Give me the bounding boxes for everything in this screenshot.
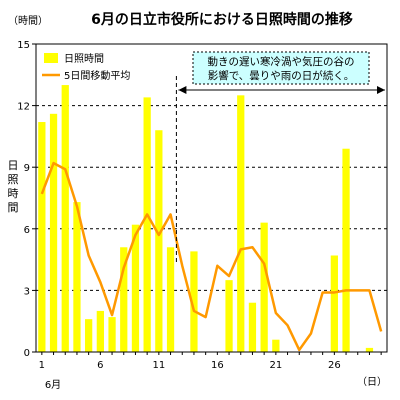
x-tick-label: 16	[211, 360, 224, 371]
bar	[330, 255, 338, 352]
x-ticks: 1 6 11 16 21 26	[39, 352, 382, 371]
y-tick-label: 9	[24, 163, 30, 174]
legend-label: 日照時間	[64, 53, 104, 65]
annotation-box	[192, 51, 370, 85]
bar	[342, 148, 350, 352]
bar	[85, 319, 93, 352]
moving-average-line	[40, 161, 383, 352]
legend: 日照時間 5日間移動平均	[42, 53, 130, 82]
bar	[365, 347, 374, 352]
x-month-label: 6月	[45, 379, 61, 391]
bar	[225, 280, 233, 352]
x-tick-label: 21	[269, 360, 282, 371]
legend-swatch-bar	[44, 53, 58, 63]
y-tick-label: 0	[24, 348, 30, 359]
y-tick-label: 15	[17, 40, 30, 51]
x-tick-label: 11	[152, 360, 165, 371]
bar	[190, 251, 198, 352]
x-unit-label: （日）	[357, 376, 387, 388]
y-ticks: 0 3 6 9 12 15	[17, 40, 36, 359]
annotation-text: 動きの遅い寒冷渦や気圧の谷の	[208, 55, 355, 68]
axes	[35, 43, 388, 353]
bar	[38, 122, 46, 352]
bar	[237, 95, 245, 352]
legend-label: 5日間移動平均	[64, 69, 130, 82]
y-tick-label: 3	[24, 286, 30, 297]
chart-title: 6月の日立市役所における日照時間の推移	[91, 11, 353, 28]
bar	[272, 339, 280, 352]
bar	[73, 202, 81, 352]
plot-frame	[35, 43, 388, 353]
bar	[108, 317, 116, 352]
bar-series	[38, 85, 374, 353]
y-tick-label: 12	[17, 102, 30, 113]
bar	[166, 247, 175, 352]
bar	[120, 247, 128, 352]
bar	[96, 310, 104, 352]
annotation-text: 影響で、曇りや雨の日が続く。	[208, 69, 355, 82]
y-unit-label: （時間）	[8, 15, 48, 27]
bar	[49, 113, 58, 353]
x-tick-label: 1	[39, 360, 45, 371]
bar	[143, 97, 151, 353]
annotation-arrow-right	[377, 86, 385, 94]
y-axis-label: 日照時間	[8, 159, 19, 214]
bar	[131, 224, 140, 352]
x-tick-label: 6	[97, 360, 103, 371]
annotation-arrow-left	[178, 86, 187, 94]
x-tick-label: 26	[328, 360, 341, 371]
bar	[260, 222, 268, 352]
bar	[61, 85, 69, 353]
line-series	[40, 161, 383, 352]
bar	[155, 130, 163, 352]
bar	[248, 302, 257, 352]
y-tick-label: 6	[24, 225, 30, 236]
